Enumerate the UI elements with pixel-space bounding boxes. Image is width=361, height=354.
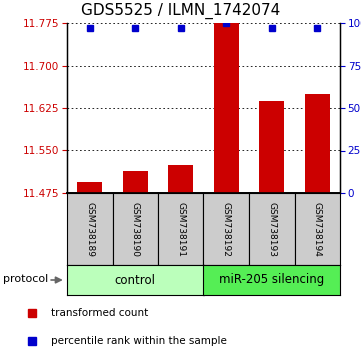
Bar <box>77 182 102 193</box>
Text: GSM738194: GSM738194 <box>313 201 322 256</box>
Text: GSM738191: GSM738191 <box>176 201 185 257</box>
Text: GSM738189: GSM738189 <box>85 201 94 257</box>
Text: control: control <box>115 274 156 286</box>
Text: GSM738190: GSM738190 <box>131 201 140 257</box>
Bar <box>259 101 284 193</box>
Text: protocol: protocol <box>3 274 49 284</box>
Bar <box>168 165 193 193</box>
Text: miR-205 silencing: miR-205 silencing <box>219 274 325 286</box>
Bar <box>214 23 239 193</box>
Text: GSM738192: GSM738192 <box>222 201 231 256</box>
Bar <box>305 94 330 193</box>
Bar <box>123 171 148 193</box>
Text: transformed count: transformed count <box>51 308 148 318</box>
Text: percentile rank within the sample: percentile rank within the sample <box>51 336 226 346</box>
Text: GSM738193: GSM738193 <box>267 201 276 257</box>
Text: GDS5525 / ILMN_1742074: GDS5525 / ILMN_1742074 <box>81 3 280 19</box>
